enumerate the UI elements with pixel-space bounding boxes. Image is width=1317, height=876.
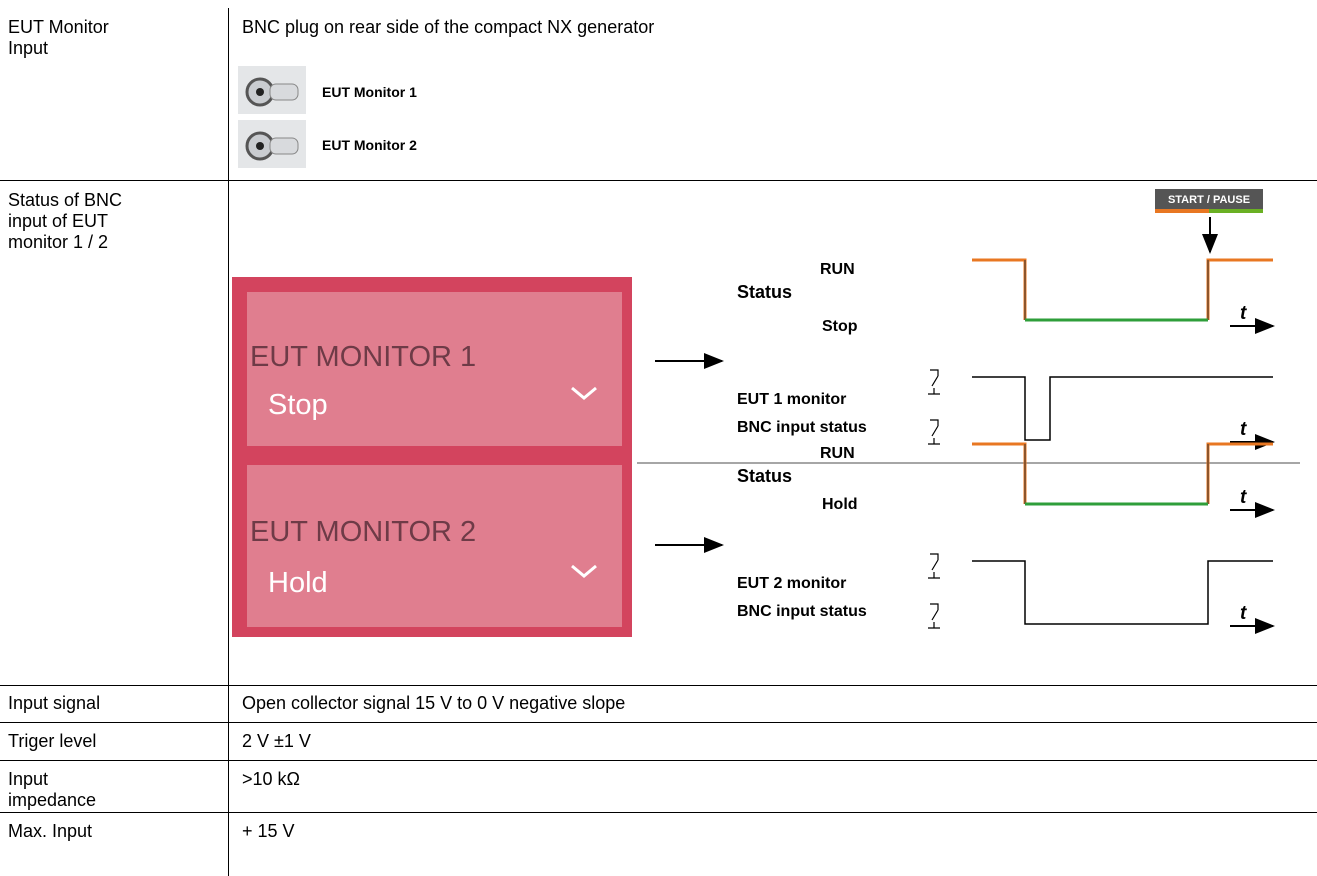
timing: Status RUN Stop t EUT 1 monitor BNC input sta… xyxy=(737,258,1275,634)
monitor-title: EUT MONITOR 1 xyxy=(250,341,476,373)
connector-label: EUT Monitor 2 xyxy=(322,137,417,153)
switch-symbol xyxy=(928,553,940,579)
monitor-box xyxy=(247,292,622,446)
signal-label: BNC input status xyxy=(737,603,867,620)
row-label: Triger level xyxy=(8,731,97,751)
state-label: Stop xyxy=(822,318,858,335)
row-label: Input signal xyxy=(8,693,101,713)
row-label: EUT Monitor Input xyxy=(8,17,109,58)
state-label: RUN xyxy=(820,445,855,462)
signal-trace xyxy=(972,376,1273,441)
button-label: START / PAUSE xyxy=(1168,194,1250,206)
row-value: >10 kΩ xyxy=(242,769,300,789)
row-rule xyxy=(0,760,1317,761)
time-label: t xyxy=(1240,487,1247,508)
connector-photo xyxy=(238,66,306,168)
status-label: Status xyxy=(737,466,792,486)
monitor-value: Hold xyxy=(268,567,328,599)
row-value: BNC plug on rear side of the compact NX … xyxy=(242,17,655,37)
signal-label: BNC input status xyxy=(737,419,867,436)
signal-label: EUT 2 monitor xyxy=(737,575,846,592)
status-run xyxy=(972,258,1273,320)
switch-symbol xyxy=(928,603,940,629)
state-label: RUN xyxy=(820,261,855,278)
time-label: t xyxy=(1240,419,1247,440)
row-value: 2 V ±1 V xyxy=(242,731,311,751)
row-label: Max. Input xyxy=(8,821,93,841)
row-rule xyxy=(0,685,1317,686)
column-rule xyxy=(228,8,229,876)
signal-label: EUT 1 monitor xyxy=(737,391,846,408)
chevron[interactable] xyxy=(571,564,597,578)
start-pause-button xyxy=(1155,189,1263,209)
row-rule xyxy=(0,722,1317,723)
row-rule xyxy=(0,180,1317,181)
monitor-title: EUT MONITOR 2 xyxy=(250,516,476,548)
status-run xyxy=(972,442,1273,504)
switch-symbol xyxy=(928,369,940,395)
state-label: Hold xyxy=(822,496,858,513)
row-rule xyxy=(0,812,1317,813)
time-label: t xyxy=(1240,303,1247,324)
row-value: + 15 V xyxy=(242,821,295,841)
time-label: t xyxy=(1240,603,1247,624)
monitor-value: Stop xyxy=(268,389,328,421)
signal-trace xyxy=(972,560,1273,625)
row-label: Status of BNC input of EUT monitor 1 / 2 xyxy=(8,190,123,252)
switch-symbol xyxy=(928,419,940,445)
chevron[interactable] xyxy=(571,386,597,400)
status-label: Status xyxy=(737,282,792,302)
row-value: Open collector signal 15 V to 0 V negati… xyxy=(242,693,626,713)
monitor-box xyxy=(247,465,622,627)
connector-label: EUT Monitor 1 xyxy=(322,84,417,100)
row-label: Input impedance xyxy=(8,769,97,810)
